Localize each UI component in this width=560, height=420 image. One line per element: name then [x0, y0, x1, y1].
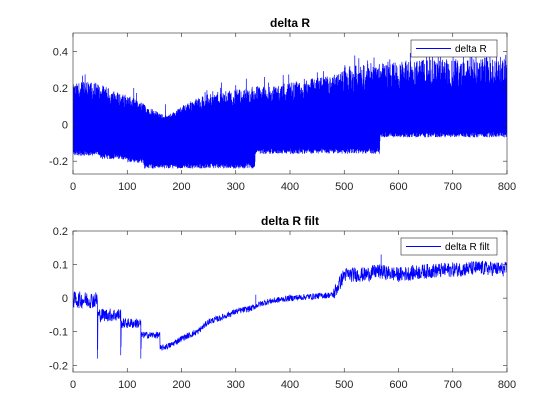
x-tick-label: 0 — [70, 181, 76, 193]
y-tick-label: 0.4 — [53, 46, 68, 58]
legend-label: delta R filt — [445, 242, 490, 253]
y-tick-label: 0.2 — [53, 83, 68, 95]
chart-title: delta R — [270, 16, 310, 30]
series-line — [73, 254, 507, 359]
legend-box — [400, 237, 498, 256]
x-tick-label: 200 — [172, 181, 190, 193]
y-tick-label: 0.2 — [53, 226, 68, 238]
x-tick-label: 300 — [227, 181, 245, 193]
x-tick-label: 600 — [389, 379, 407, 391]
x-tick-label: 500 — [335, 181, 353, 193]
legend-label: delta R — [455, 44, 487, 55]
x-tick-label: 300 — [227, 379, 245, 391]
chart-title: delta R filt — [261, 214, 319, 228]
x-tick-label: 700 — [444, 379, 462, 391]
y-tick-label: -0.2 — [49, 156, 68, 168]
legend-box — [410, 39, 498, 58]
legend: delta R filt — [400, 237, 498, 256]
x-tick-label: 400 — [281, 181, 299, 193]
y-tick-label: 0 — [62, 293, 68, 305]
x-tick-label: 800 — [498, 181, 516, 193]
chart-panel-2: 0 100 200 300 400 500 600 700 800 -0.2 -0.1 0 0.1 0.2… — [49, 214, 516, 391]
x-tick-label: 400 — [281, 379, 299, 391]
series-group — [73, 254, 507, 359]
x-tick-label: 100 — [118, 181, 136, 193]
y-tick-label: 0 — [62, 120, 68, 132]
y-tick-label: -0.2 — [49, 360, 68, 372]
x-tick-label: 700 — [444, 181, 462, 193]
legend: delta R — [410, 39, 498, 58]
x-tick-label: 0 — [70, 379, 76, 391]
x-tick-label: 600 — [389, 181, 407, 193]
y-tick-label: 0.1 — [53, 260, 68, 272]
y-tick-label: -0.1 — [49, 327, 68, 339]
x-tick-label: 200 — [172, 379, 190, 391]
x-tick-label: 100 — [118, 379, 136, 391]
x-tick-label: 500 — [335, 379, 353, 391]
chart-panel-1: 0 100 200 300 400 500 600 700 800 -0.2 0 0.2 0.4 delt… — [49, 16, 516, 193]
x-tick-label: 800 — [498, 379, 516, 391]
